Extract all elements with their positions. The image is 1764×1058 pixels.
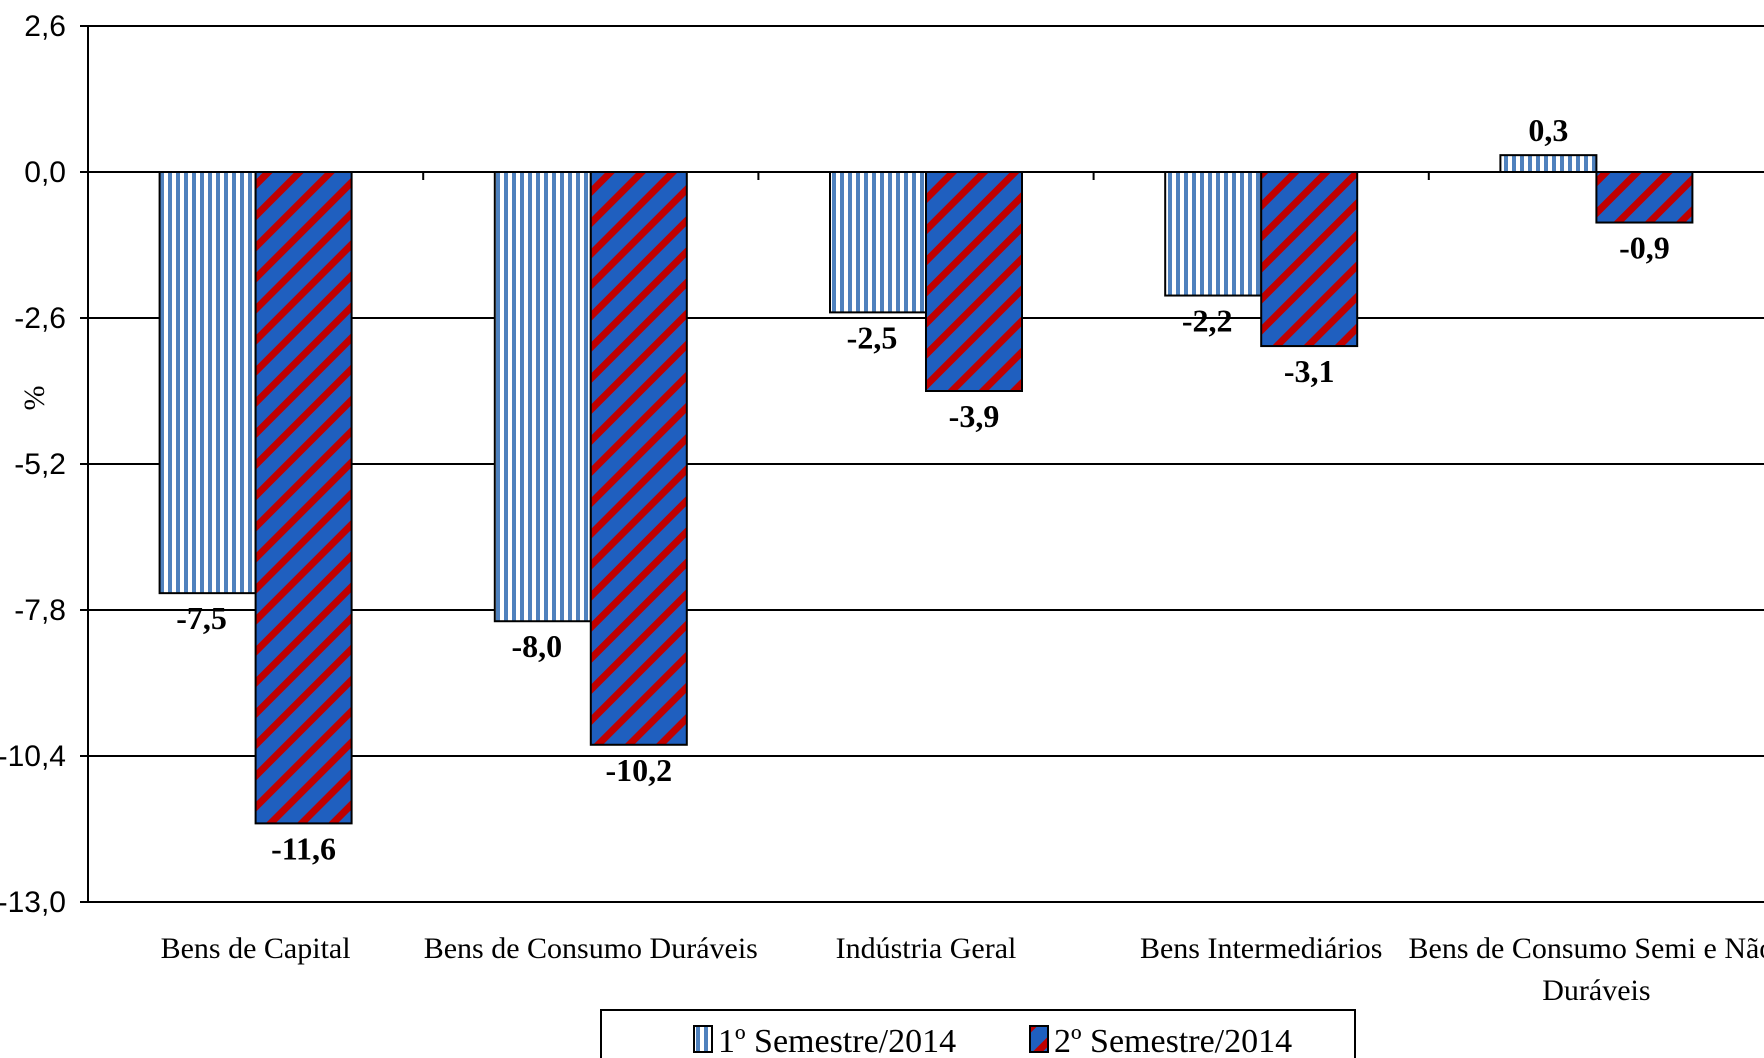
data-label: -0,9 [1619, 230, 1670, 266]
legend-label: 1º Semestre/2014 [718, 1023, 956, 1058]
legend: 1º Semestre/2014 2º Semestre/2014 [600, 1009, 1356, 1058]
data-label: -8,0 [511, 628, 562, 664]
bar [1260, 171, 1359, 348]
bars [158, 154, 1694, 825]
bar [1499, 154, 1598, 173]
legend-swatch [1029, 1025, 1049, 1053]
data-label: -3,9 [949, 398, 1000, 434]
x-category-label: Duráveis [1542, 974, 1650, 1007]
bar [925, 171, 1023, 392]
y-tick-label: -13,0 [0, 886, 66, 919]
bar [158, 171, 257, 595]
x-category-label: Bens de Consumo Semi e Não- [1409, 932, 1764, 965]
x-category-label: Bens Intermediários [1140, 932, 1382, 965]
legend-box [600, 1009, 1356, 1058]
bar [589, 171, 688, 746]
y-tick-label: 2,6 [24, 10, 66, 43]
bar [493, 171, 592, 623]
data-label: -7,5 [176, 600, 227, 636]
x-category-label: Bens de Capital [161, 932, 351, 965]
y-tick-label: -7,8 [14, 594, 66, 627]
y-axis-title: % [18, 386, 51, 411]
data-label: -2,2 [1182, 303, 1233, 339]
bar [1595, 171, 1694, 224]
data-labels: -7,5 -11,6 -8,0 -10,2 -2,5 -3,9 -2,2 -3,1 0,3 -0,… [176, 112, 1669, 866]
data-label: -10,2 [605, 752, 672, 788]
data-label: -2,5 [847, 319, 898, 355]
bar [1164, 171, 1263, 297]
bar [829, 171, 927, 314]
legend-swatch [693, 1025, 713, 1053]
y-tick-label: -10,4 [0, 740, 66, 773]
data-label: 0,3 [1528, 112, 1568, 148]
x-category-label: Bens de Consumo Duráveis [424, 932, 758, 965]
legend-label: 2º Semestre/2014 [1054, 1023, 1292, 1058]
y-tick-label: 0,0 [24, 156, 66, 189]
data-label: -11,6 [271, 830, 336, 866]
y-tick-label: -2,6 [14, 302, 66, 335]
x-category-label: Indústria Geral [836, 932, 1017, 965]
data-label: -3,1 [1284, 353, 1335, 389]
bar [254, 171, 353, 825]
y-axis: 2,6 0,0 -2,6 -5,2 -7,8 -10,4 -13,0 [0, 10, 89, 919]
x-axis: Bens de Capital Bens de Consumo Duráveis I… [161, 172, 1764, 1007]
y-tick-label: -5,2 [14, 448, 66, 481]
